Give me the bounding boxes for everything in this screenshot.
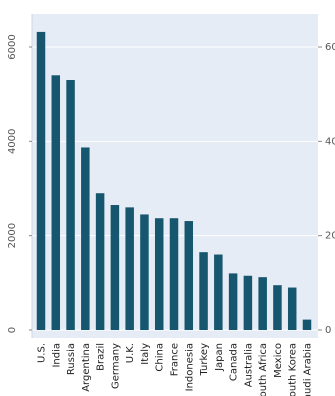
bar	[81, 147, 90, 330]
left-tick-label: 0	[7, 327, 18, 333]
x-axis: U.S. India Russia Argentina Brazil Germany U.K…	[37, 343, 314, 396]
bar	[154, 218, 164, 330]
category-label: Saudi Arabia	[303, 343, 314, 396]
left-tick-label: 4000	[7, 129, 18, 154]
bar	[110, 205, 120, 330]
bar	[258, 277, 267, 330]
category-label: China	[155, 343, 166, 372]
category-label: Japan	[214, 343, 225, 372]
category-label: Italy	[140, 343, 151, 365]
category-label: U.K.	[125, 343, 136, 363]
left-y-axis: 0 2000 4000 6000	[7, 14, 33, 338]
bar	[302, 319, 312, 330]
right-tick-label: 0	[325, 325, 331, 336]
bar	[95, 193, 105, 330]
category-label: India	[51, 343, 62, 368]
right-tick-label: 4000	[325, 136, 335, 147]
bar	[184, 221, 194, 330]
category-label: Germany	[110, 343, 121, 389]
bar	[140, 214, 149, 330]
category-label: Mexico	[273, 343, 284, 378]
category-label: South Africa	[258, 343, 269, 396]
category-label: Russia	[66, 343, 77, 375]
bar	[243, 275, 253, 330]
category-label: France	[170, 343, 181, 376]
category-label: South Korea	[288, 343, 299, 396]
bar	[125, 207, 134, 330]
bar	[169, 218, 179, 330]
left-tick-label: 2000	[7, 223, 18, 248]
category-label: U.S.	[37, 343, 48, 363]
category-label: Indonesia	[184, 343, 195, 391]
right-tick-label: 6000	[325, 42, 335, 53]
bar	[214, 254, 223, 330]
category-label: Argentina	[81, 343, 92, 392]
bars	[36, 31, 312, 331]
category-label: Brazil	[96, 343, 107, 371]
left-tick-label: 6000	[7, 34, 18, 59]
bar	[66, 80, 75, 331]
bar	[228, 273, 238, 330]
bar	[199, 252, 208, 330]
bar	[51, 75, 61, 330]
category-label: Australia	[243, 343, 254, 387]
right-y-axis: 0 2000 4000 6000	[318, 42, 335, 336]
bar	[273, 285, 282, 330]
right-tick-label: 2000	[325, 231, 335, 242]
category-label: Turkey	[199, 343, 210, 377]
bar	[36, 31, 46, 330]
category-label: Canada	[229, 343, 240, 381]
bar	[287, 287, 297, 330]
